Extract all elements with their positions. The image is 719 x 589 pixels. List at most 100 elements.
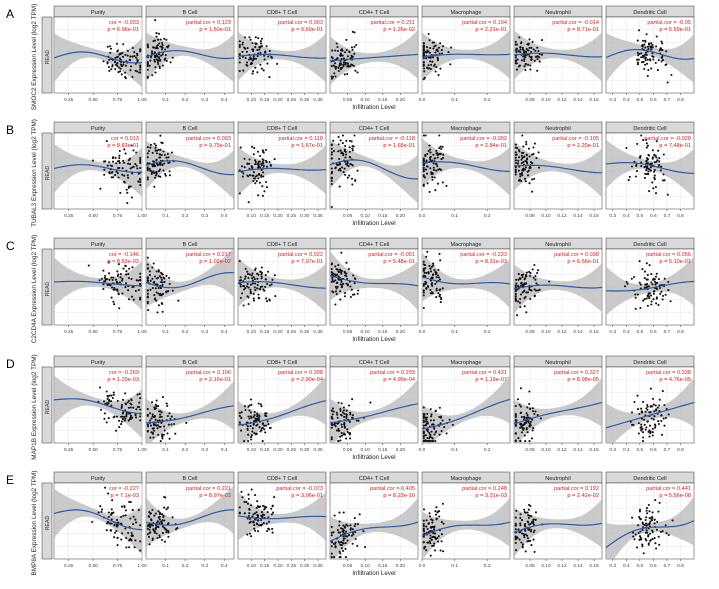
data-point xyxy=(433,427,436,430)
data-point xyxy=(434,157,437,160)
data-point xyxy=(149,512,152,515)
data-point xyxy=(270,507,273,510)
data-point xyxy=(514,293,517,296)
data-point xyxy=(340,272,343,275)
tick-label: 0.7 xyxy=(664,563,671,569)
data-point xyxy=(340,423,343,426)
data-point xyxy=(653,537,656,540)
correlation-label: partial.cor = 0.192 xyxy=(554,486,599,492)
data-point xyxy=(249,504,253,507)
data-point xyxy=(139,279,142,282)
data-point xyxy=(338,167,342,170)
data-point xyxy=(154,149,157,152)
tick-label: 0.6 xyxy=(650,563,657,569)
data-point xyxy=(253,512,257,515)
data-point xyxy=(238,45,241,48)
p-value-label: p = 4.76e-05 xyxy=(659,377,691,383)
data-point xyxy=(641,528,644,532)
data-point xyxy=(251,174,254,177)
fit-line xyxy=(421,521,511,537)
data-point xyxy=(260,67,263,70)
tick-label: 0.35 xyxy=(313,563,323,569)
data-point xyxy=(255,180,258,183)
data-point xyxy=(102,60,105,63)
data-point xyxy=(112,393,115,396)
p-value-label: p = 9.69e-01 xyxy=(291,27,323,33)
data-point xyxy=(641,39,645,42)
data-point xyxy=(244,275,247,278)
data-point xyxy=(129,406,132,409)
data-point xyxy=(425,416,429,419)
data-point xyxy=(158,522,161,525)
data-point xyxy=(641,545,644,548)
data-point xyxy=(422,306,425,309)
data-point xyxy=(151,508,154,512)
data-point xyxy=(429,554,432,557)
data-point xyxy=(251,72,254,75)
data-point xyxy=(538,288,541,291)
data-point xyxy=(108,394,111,397)
data-point xyxy=(422,530,425,533)
tick-label: 0.0 xyxy=(419,329,426,335)
data-point xyxy=(256,71,259,74)
data-point xyxy=(250,403,253,406)
data-point xyxy=(268,160,271,164)
data-point xyxy=(139,296,142,299)
data-point xyxy=(130,295,134,298)
data-point xyxy=(526,537,529,540)
data-point xyxy=(436,152,439,155)
data-point xyxy=(438,52,441,55)
data-point xyxy=(155,162,158,165)
data-point xyxy=(339,149,342,152)
data-point xyxy=(155,424,158,427)
data-point xyxy=(248,409,251,412)
data-point xyxy=(135,151,138,154)
data-point xyxy=(157,405,160,408)
data-point xyxy=(238,506,241,509)
data-point xyxy=(369,401,372,404)
p-value-label: p = 8.83e-01 xyxy=(107,143,139,149)
panel-title: Macrophage xyxy=(450,126,481,132)
data-point xyxy=(336,422,339,425)
data-point xyxy=(431,292,434,295)
data-point xyxy=(105,529,108,532)
p-value-label: p = 4.99e-04 xyxy=(383,377,415,383)
data-point xyxy=(330,263,333,266)
data-point xyxy=(428,190,431,193)
data-point xyxy=(158,65,161,68)
data-point xyxy=(644,53,647,56)
data-point xyxy=(432,526,435,529)
data-point xyxy=(330,267,333,271)
data-point xyxy=(434,282,437,285)
data-point xyxy=(159,38,162,41)
data-point xyxy=(641,521,644,524)
data-point xyxy=(645,522,648,525)
data-point xyxy=(522,169,525,172)
data-point xyxy=(424,134,427,137)
side-strip xyxy=(41,132,53,210)
data-point xyxy=(337,264,340,267)
data-point xyxy=(422,57,425,60)
tick-label: 0.10 xyxy=(361,97,371,103)
data-point xyxy=(524,56,527,59)
data-point xyxy=(118,159,121,163)
tick-label: 0.14 xyxy=(573,213,583,219)
fit-line xyxy=(605,280,695,292)
data-point xyxy=(634,533,637,536)
data-point xyxy=(271,527,274,530)
data-point xyxy=(430,265,434,268)
data-point xyxy=(243,157,246,160)
data-point xyxy=(426,420,429,424)
data-point xyxy=(113,531,116,534)
data-point xyxy=(254,268,257,272)
data-point xyxy=(647,173,650,176)
fit-line xyxy=(145,50,235,60)
data-point xyxy=(254,417,257,420)
data-point xyxy=(257,419,260,422)
tick-label: 0.05 xyxy=(343,213,353,219)
data-point xyxy=(639,154,642,158)
data-point xyxy=(256,505,260,508)
data-point xyxy=(351,183,354,186)
data-point xyxy=(523,305,526,308)
